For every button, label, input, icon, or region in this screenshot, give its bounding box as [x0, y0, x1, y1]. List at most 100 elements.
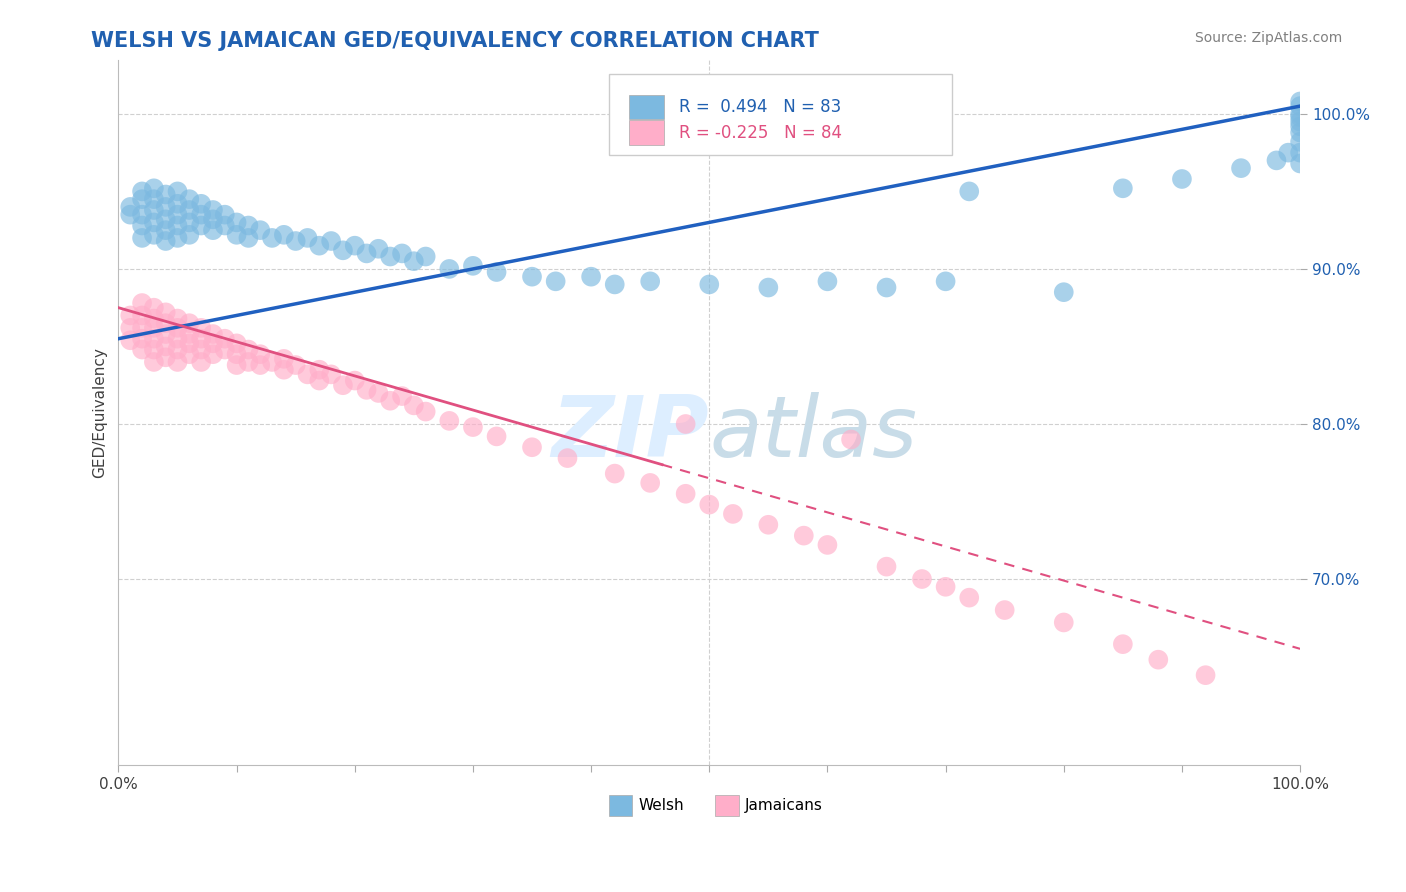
Point	[131, 208, 153, 222]
Point	[297, 368, 319, 382]
Point	[120, 321, 142, 335]
Point	[439, 414, 461, 428]
Text: R = -0.225   N = 84: R = -0.225 N = 84	[679, 124, 842, 142]
Point	[994, 603, 1017, 617]
Point	[201, 223, 224, 237]
Point	[190, 219, 212, 233]
Point	[238, 219, 260, 233]
Point	[1112, 181, 1135, 195]
Point	[120, 208, 142, 222]
Point	[321, 368, 343, 382]
Point	[179, 215, 201, 229]
Point	[817, 538, 839, 552]
Point	[155, 200, 177, 214]
Point	[155, 326, 177, 341]
Point	[461, 420, 484, 434]
Point	[415, 250, 437, 264]
Point	[131, 321, 153, 335]
Point	[793, 528, 815, 542]
Point	[391, 389, 413, 403]
Point	[201, 202, 224, 217]
Point	[166, 321, 188, 335]
Point	[166, 185, 188, 199]
Point	[1230, 161, 1253, 175]
Point	[308, 238, 330, 252]
Point	[957, 591, 980, 605]
FancyBboxPatch shape	[716, 795, 738, 816]
Point	[1112, 637, 1135, 651]
Point	[1053, 615, 1076, 630]
Text: WELSH VS JAMAICAN GED/EQUIVALENCY CORRELATION CHART: WELSH VS JAMAICAN GED/EQUIVALENCY CORREL…	[91, 31, 820, 51]
Point	[142, 311, 165, 326]
Point	[756, 280, 779, 294]
Point	[321, 234, 343, 248]
Point	[179, 336, 201, 351]
Point	[238, 355, 260, 369]
Point	[756, 517, 779, 532]
Point	[166, 311, 188, 326]
Point	[131, 296, 153, 310]
Point	[273, 362, 295, 376]
Point	[957, 185, 980, 199]
FancyBboxPatch shape	[609, 795, 633, 816]
Point	[225, 336, 247, 351]
FancyBboxPatch shape	[628, 120, 665, 145]
Point	[142, 192, 165, 206]
Point	[1289, 126, 1312, 140]
Point	[131, 343, 153, 357]
Point	[284, 358, 307, 372]
Point	[225, 347, 247, 361]
Point	[142, 215, 165, 229]
Point	[142, 301, 165, 315]
Point	[911, 572, 934, 586]
Point	[308, 362, 330, 376]
Point	[876, 559, 898, 574]
Point	[179, 347, 201, 361]
Point	[179, 316, 201, 330]
Point	[1147, 653, 1170, 667]
Point	[402, 254, 425, 268]
Point	[721, 507, 744, 521]
Point	[190, 196, 212, 211]
Point	[190, 321, 212, 335]
Point	[876, 280, 898, 294]
Point	[249, 223, 271, 237]
Point	[697, 277, 720, 292]
Point	[238, 343, 260, 357]
Point	[166, 343, 188, 357]
Point	[155, 234, 177, 248]
Point	[485, 265, 508, 279]
Point	[225, 227, 247, 242]
Point	[544, 274, 567, 288]
Point	[214, 219, 236, 233]
Point	[155, 187, 177, 202]
Point	[579, 269, 602, 284]
Point	[190, 343, 212, 357]
Text: R =  0.494   N = 83: R = 0.494 N = 83	[679, 98, 841, 116]
Point	[391, 246, 413, 260]
Point	[839, 433, 862, 447]
Point	[1289, 156, 1312, 170]
Point	[817, 274, 839, 288]
Point	[1289, 107, 1312, 121]
Point	[603, 467, 626, 481]
Text: Jamaicans: Jamaicans	[745, 797, 823, 813]
Point	[367, 386, 389, 401]
Point	[935, 274, 957, 288]
Point	[201, 326, 224, 341]
Point	[166, 355, 188, 369]
Point	[166, 208, 188, 222]
Y-axis label: GED/Equivalency: GED/Equivalency	[93, 347, 107, 478]
Point	[201, 212, 224, 227]
Point	[142, 181, 165, 195]
Point	[249, 358, 271, 372]
Point	[603, 277, 626, 292]
Point	[155, 212, 177, 227]
Point	[1289, 95, 1312, 109]
Point	[142, 343, 165, 357]
Point	[273, 351, 295, 366]
Point	[1265, 153, 1288, 168]
Point	[1171, 172, 1194, 186]
Point	[214, 208, 236, 222]
Point	[638, 475, 661, 490]
